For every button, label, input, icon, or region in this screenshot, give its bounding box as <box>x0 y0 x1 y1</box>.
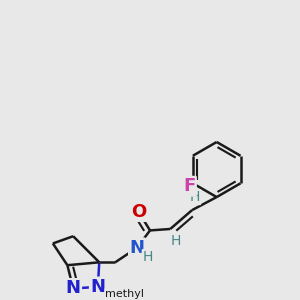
Text: H: H <box>171 234 181 248</box>
Text: O: O <box>131 202 146 220</box>
Text: N: N <box>66 279 81 297</box>
Text: F: F <box>183 177 196 195</box>
Text: N: N <box>90 278 105 296</box>
Text: H: H <box>190 190 200 204</box>
Text: methyl: methyl <box>105 289 144 299</box>
Text: N: N <box>130 239 145 257</box>
Text: H: H <box>143 250 153 264</box>
